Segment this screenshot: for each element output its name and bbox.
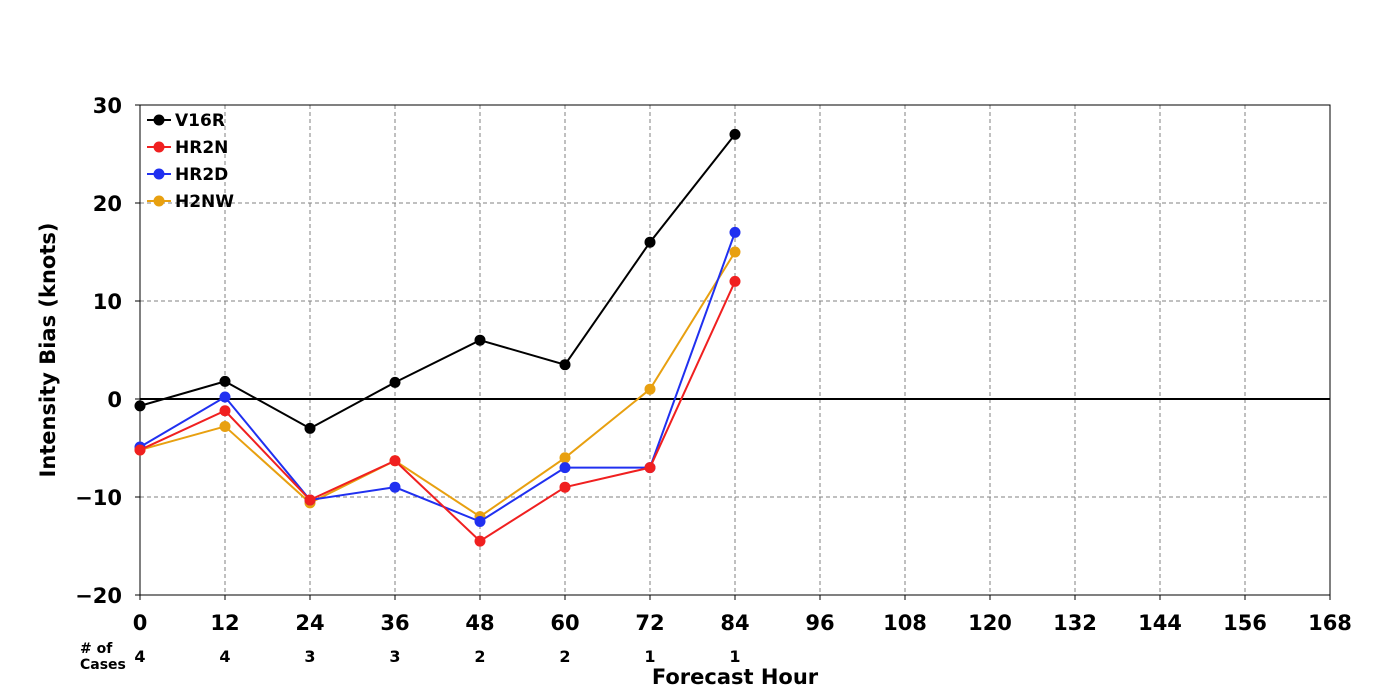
data-point [219, 375, 231, 387]
series-line [139, 280, 736, 543]
legend-item-v16r: V16R [147, 111, 225, 131]
x-tick-labels: 0 12 24 36 48 60 72 84 96 108 120 132 144 156 168 [133, 595, 1352, 635]
data-point [304, 422, 316, 434]
data-point [729, 226, 741, 238]
data-point [219, 405, 231, 417]
cases-label-line2: Cases [80, 657, 126, 673]
y-tick-label: −10 [75, 486, 122, 510]
cases-count: 1 [644, 647, 655, 666]
data-point [389, 376, 401, 388]
data-point [729, 275, 741, 287]
x-tick-label: 60 [550, 611, 579, 635]
data-point [474, 516, 486, 527]
legend-swatch-marker [153, 141, 165, 153]
x-tick-label: 0 [133, 611, 148, 635]
series-layer [134, 128, 741, 547]
x-tick-label: 72 [635, 611, 664, 635]
series-line [139, 232, 736, 523]
cases-count: 3 [389, 647, 400, 666]
legend-item-h2nw: H2NW [147, 192, 234, 212]
data-point [729, 128, 741, 140]
data-point [559, 462, 571, 474]
legend-swatch-marker [153, 114, 165, 126]
y-tick-label: 30 [93, 94, 122, 118]
cases-count: 4 [134, 647, 145, 666]
data-point [644, 236, 656, 248]
legend-label: V16R [175, 111, 225, 131]
legend-label: HR2N [175, 138, 228, 158]
legend-label: H2NW [175, 192, 234, 212]
data-point [559, 481, 571, 493]
cases-count: 3 [304, 647, 315, 666]
x-tick-label: 120 [968, 611, 1012, 635]
data-point [559, 359, 571, 371]
series-hr2n [134, 275, 741, 547]
data-point [389, 481, 401, 493]
data-point [474, 535, 486, 547]
data-point [219, 391, 231, 403]
x-tick-label: 156 [1223, 611, 1267, 635]
legend-item-hr2n: HR2N [147, 138, 228, 158]
x-tick-label: 84 [720, 611, 749, 635]
legend-item-hr2d: HR2D [147, 165, 228, 185]
y-tick-label: 10 [93, 290, 122, 314]
x-axis-title: Forecast Hour [652, 665, 819, 689]
cases-row: # of Cases 4 4 3 3 2 2 1 1 [80, 641, 741, 673]
legend-swatch-marker [153, 168, 165, 180]
cases-count: 4 [219, 647, 230, 666]
series-line [139, 251, 736, 518]
y-axis-title: Intensity Bias (knots) [36, 223, 60, 478]
data-point [219, 420, 231, 432]
legend-label: HR2D [175, 165, 228, 185]
cases-count: 2 [559, 647, 570, 666]
legend: V16R HR2N HR2D H2NW [147, 111, 234, 212]
data-point [559, 452, 571, 464]
y-tick-label: 0 [107, 388, 122, 412]
x-tick-label: 108 [883, 611, 927, 635]
data-point [474, 334, 486, 346]
cases-label-line1: # of [80, 641, 113, 657]
y-tick-label: 20 [93, 192, 122, 216]
data-point [644, 383, 656, 395]
y-tick-labels: −20 −10 0 10 20 30 [75, 94, 140, 608]
series-line [139, 133, 736, 430]
data-point [134, 400, 146, 412]
x-tick-label: 168 [1308, 611, 1352, 635]
x-tick-label: 96 [805, 611, 834, 635]
series-v16r [134, 128, 741, 434]
x-tick-label: 144 [1138, 611, 1182, 635]
x-tick-label: 36 [380, 611, 409, 635]
grid [140, 105, 1330, 595]
x-tick-label: 132 [1053, 611, 1097, 635]
cases-count: 2 [474, 647, 485, 666]
x-tick-label: 48 [465, 611, 494, 635]
data-point [389, 455, 401, 467]
data-point [644, 462, 656, 474]
data-point [134, 444, 146, 456]
legend-swatch-marker [153, 195, 165, 207]
data-point [729, 246, 741, 258]
cases-count: 1 [729, 647, 740, 666]
x-tick-label: 24 [295, 611, 324, 635]
data-point [304, 494, 316, 506]
x-tick-label: 12 [210, 611, 239, 635]
y-tick-label: −20 [75, 584, 122, 608]
